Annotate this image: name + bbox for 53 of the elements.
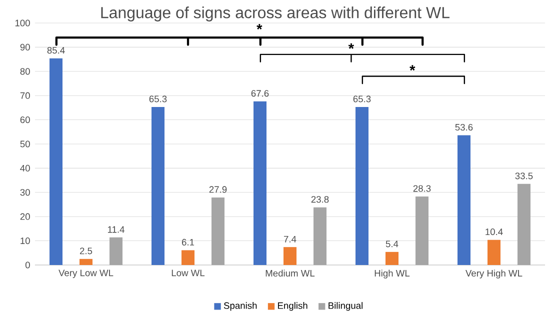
data-label: 27.9: [209, 186, 227, 193]
y-tick-label: 10: [20, 237, 30, 244]
x-tick-label: Very High WL: [466, 270, 522, 278]
bar: [314, 207, 326, 265]
data-label: 10.4: [486, 228, 503, 236]
bar: [284, 247, 296, 265]
bar: [50, 58, 63, 265]
data-label: 5.4: [386, 240, 398, 248]
data-label: 11.4: [108, 226, 124, 233]
bar: [517, 184, 530, 265]
data-label: 28.3: [413, 185, 431, 192]
y-tick-label: 100: [15, 20, 30, 26]
legend-label: English: [278, 302, 308, 311]
data-label: 23.8: [311, 196, 329, 203]
annotation: *: [256, 24, 262, 30]
bar: [212, 197, 224, 265]
data-label: 65.3: [353, 96, 371, 102]
bar: [356, 106, 368, 265]
data-label: 2.5: [80, 248, 92, 254]
bar: [152, 106, 165, 265]
x-tick-label: Medium WL: [266, 270, 315, 277]
annotation: *: [410, 65, 416, 71]
bar: [386, 252, 398, 265]
y-tick-label: 60: [20, 116, 30, 124]
data-label: 85.4: [47, 47, 65, 54]
bar: [182, 250, 195, 265]
y-tick-label: 20: [20, 213, 30, 220]
bar: [487, 240, 500, 265]
y-tick-label: 50: [20, 140, 30, 148]
bar: [254, 101, 266, 265]
data-label: 65.3: [149, 96, 167, 102]
y-tick-label: 30: [20, 189, 30, 196]
y-tick-label: 40: [20, 164, 30, 172]
legend-label: Bilingual: [328, 302, 362, 311]
y-tick-label: 80: [20, 68, 30, 75]
data-label: 33.5: [515, 172, 533, 180]
data-label: 7.4: [284, 236, 296, 242]
bar: [80, 258, 93, 265]
x-tick-label: High WL: [374, 270, 410, 278]
bar: [458, 135, 470, 265]
y-tick-label: 0: [25, 262, 30, 268]
annotation: *: [348, 43, 354, 49]
bar: [416, 196, 428, 265]
data-label: 53.6: [455, 124, 473, 131]
data-label: 67.6: [251, 90, 269, 97]
x-tick-label: Very Low WL: [58, 270, 114, 278]
legend-label: Spanish: [224, 302, 257, 311]
y-tick-label: 90: [20, 44, 30, 50]
bar: [110, 237, 123, 265]
data-label: 6.1: [182, 238, 194, 246]
x-tick-label: Low WL: [172, 270, 205, 276]
chart-title: Language of signs across areas with different WL: [101, 6, 450, 22]
y-tick-label: 70: [20, 92, 30, 99]
